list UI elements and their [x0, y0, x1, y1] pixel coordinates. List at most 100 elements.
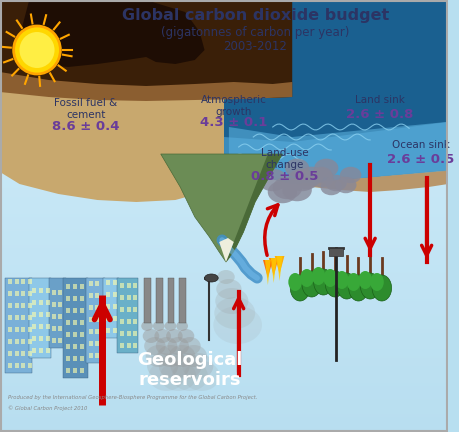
Bar [113, 328, 117, 333]
Polygon shape [274, 256, 284, 274]
Bar [39, 288, 43, 293]
Ellipse shape [311, 267, 325, 285]
Text: 2.6 ± 0.8: 2.6 ± 0.8 [346, 108, 413, 121]
Bar [39, 348, 43, 353]
Bar [8, 351, 11, 356]
Ellipse shape [156, 337, 177, 355]
Bar [329, 248, 342, 256]
Circle shape [14, 26, 60, 74]
Bar [133, 295, 137, 300]
Bar [8, 291, 11, 296]
Bar [46, 312, 50, 317]
Bar [95, 353, 99, 358]
Ellipse shape [285, 159, 308, 178]
Bar [126, 319, 130, 324]
Text: (gigatonnes of carbon per year): (gigatonnes of carbon per year) [161, 26, 349, 39]
Bar [32, 288, 36, 293]
Bar [106, 292, 110, 297]
Bar [95, 341, 99, 346]
Ellipse shape [142, 329, 159, 343]
Bar [5, 278, 32, 373]
Bar [15, 279, 18, 284]
Bar [117, 278, 138, 353]
Bar [66, 284, 70, 289]
Text: Land sink: Land sink [354, 95, 404, 105]
Bar [49, 278, 66, 348]
Bar [80, 368, 84, 373]
Bar [8, 363, 11, 368]
Text: 2.6 ± 0.5: 2.6 ± 0.5 [386, 153, 453, 166]
Bar [39, 324, 43, 329]
Bar [73, 344, 77, 349]
Ellipse shape [294, 171, 318, 189]
Ellipse shape [313, 159, 338, 178]
Text: 2003-2012: 2003-2012 [223, 40, 287, 53]
Polygon shape [224, 0, 447, 184]
Ellipse shape [320, 179, 341, 195]
Bar [95, 281, 99, 286]
Bar [80, 344, 84, 349]
Bar [32, 300, 36, 305]
Text: Global carbon dioxide budget: Global carbon dioxide budget [122, 8, 388, 23]
Bar [8, 279, 11, 284]
Text: Land-use
change: Land-use change [260, 148, 308, 170]
Ellipse shape [313, 269, 332, 295]
Bar [58, 326, 62, 331]
Bar [113, 280, 117, 285]
Bar [28, 291, 32, 296]
Ellipse shape [204, 274, 218, 282]
Text: Ocean sink: Ocean sink [391, 140, 449, 150]
Bar [15, 291, 18, 296]
Bar [28, 363, 32, 368]
Bar [119, 307, 123, 312]
Bar [46, 300, 50, 305]
Bar [58, 290, 62, 295]
Ellipse shape [299, 167, 323, 185]
Ellipse shape [301, 271, 321, 297]
Ellipse shape [157, 345, 183, 367]
Ellipse shape [282, 179, 311, 201]
Bar [80, 284, 84, 289]
Bar [22, 339, 25, 344]
Text: Produced by the International Geosphere-Biosphere Programme for the Global Carbo: Produced by the International Geosphere-… [8, 395, 257, 400]
Ellipse shape [154, 329, 171, 343]
Bar [22, 351, 25, 356]
Bar [66, 356, 70, 361]
Bar [126, 331, 130, 336]
Circle shape [19, 32, 55, 68]
Bar [106, 304, 110, 309]
Bar [39, 312, 43, 317]
Bar [119, 283, 123, 288]
Bar [133, 283, 137, 288]
Ellipse shape [216, 279, 241, 299]
Bar [63, 278, 88, 378]
Polygon shape [0, 0, 224, 80]
Ellipse shape [164, 321, 176, 331]
Text: Fossil fuel &
cement: Fossil fuel & cement [54, 98, 117, 121]
Bar [73, 308, 77, 313]
Bar [22, 291, 25, 296]
Polygon shape [0, 0, 224, 154]
Bar [103, 278, 118, 338]
Bar [73, 356, 77, 361]
Bar [73, 332, 77, 337]
Ellipse shape [334, 177, 356, 193]
Ellipse shape [213, 306, 262, 344]
Bar [156, 278, 162, 323]
Bar [46, 348, 50, 353]
Bar [119, 331, 123, 336]
Bar [80, 356, 84, 361]
Polygon shape [0, 72, 291, 101]
Bar [8, 339, 11, 344]
Bar [89, 317, 92, 322]
Polygon shape [224, 0, 447, 184]
Bar [95, 317, 99, 322]
Bar [22, 315, 25, 320]
Polygon shape [276, 256, 282, 281]
Ellipse shape [172, 361, 207, 391]
Ellipse shape [158, 353, 190, 379]
Bar [15, 363, 18, 368]
Bar [113, 304, 117, 309]
Ellipse shape [325, 175, 346, 191]
Bar [66, 368, 70, 373]
